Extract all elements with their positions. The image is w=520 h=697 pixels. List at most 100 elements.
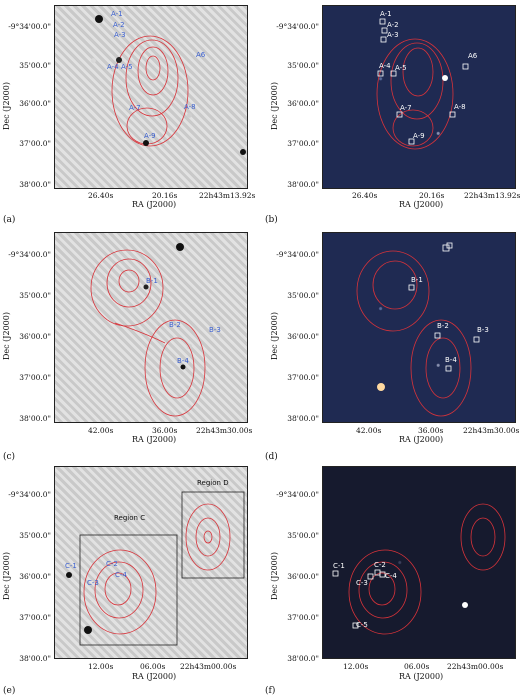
- caption-b: (b): [265, 215, 278, 225]
- x-axis-label: RA (J2000): [132, 672, 177, 681]
- x-tick: 06.00s: [140, 662, 166, 671]
- contours-b: [376, 38, 454, 150]
- label-A6: A6: [468, 52, 478, 60]
- x-tick: 06.00s: [404, 662, 430, 671]
- label-A-1: A-1: [380, 10, 392, 18]
- y-tick: 38'00.0": [287, 654, 319, 663]
- y-tick: -9°34'00.0": [8, 490, 51, 499]
- overlay-f: C-1 C-2 C-3 C-4 C-5: [332, 503, 506, 635]
- y-tick: 37'00.0": [287, 373, 319, 382]
- y-tick: 37'00.0": [19, 613, 51, 622]
- source-blob: [95, 15, 103, 23]
- y-tick: 37'00.0": [287, 139, 319, 148]
- label-B-3: B-3: [477, 326, 489, 334]
- y-tick: 35'00.0": [287, 61, 319, 70]
- overlay-e: Region C Region D C-1 C-2 C-3 C-4: [65, 479, 245, 646]
- label-B-2: B-2: [437, 322, 449, 330]
- label-A6: A6: [196, 51, 206, 59]
- label-A-5: A-5: [395, 64, 407, 72]
- y-tick: -9°34'00.0": [276, 490, 319, 499]
- x-tick: 22h43m30.00s: [463, 426, 520, 435]
- label-A-8: A-8: [184, 103, 196, 111]
- caption-d: (d): [265, 452, 278, 462]
- y-axis-label: Dec (J2000): [2, 552, 11, 600]
- y-tick: -9°34'00.0": [8, 22, 51, 31]
- label-C-4: C-4: [385, 572, 397, 580]
- caption-c: (c): [3, 452, 16, 462]
- label-A-7: A-7: [129, 104, 141, 112]
- label-A-3: A-3: [114, 31, 126, 39]
- y-axis-label: Dec (J2000): [270, 82, 279, 130]
- bright-star: [442, 75, 448, 81]
- source-blob: [84, 626, 92, 634]
- y-tick: 35'00.0": [19, 61, 51, 70]
- overlay-b: A-1 A-2 A-3 A-4 A-5 A6 A-7 A-8 A-9: [376, 10, 478, 150]
- label-B-2: B-2: [169, 321, 181, 329]
- label-A-4: A-4: [107, 63, 119, 71]
- y-tick: 38'00.0": [287, 180, 319, 189]
- y-tick: 36'00.0": [19, 332, 51, 341]
- label-C-3: C-3: [87, 579, 99, 587]
- y-axis-label: Dec (J2000): [2, 312, 11, 360]
- y-tick: 35'00.0": [19, 531, 51, 540]
- x-tick: 22h43m00.00s: [180, 662, 237, 671]
- caption-f: (f): [265, 686, 276, 696]
- x-tick: 12.00s: [343, 662, 369, 671]
- image-frame-b: A-1 A-2 A-3 A-4 A-5 A6 A-7 A-8 A-9: [322, 5, 516, 189]
- label-A-8: A-8: [454, 103, 466, 111]
- y-axis-label: Dec (J2000): [270, 552, 279, 600]
- y-tick: 38'00.0": [287, 414, 319, 423]
- label-C-1: C-1: [333, 562, 345, 570]
- y-tick: 36'00.0": [19, 99, 51, 108]
- caption-a: (a): [3, 215, 16, 225]
- image-frame-d: B-1 B-2 B-3 B-4: [322, 232, 516, 423]
- image-frame-e: Region C Region D C-1 C-2 C-3 C-4: [54, 466, 248, 659]
- image-frame-a: A-1 A-2 A-3 A-4 A-5 A6 A-7 A-8 A-9: [54, 5, 248, 189]
- y-tick: 38'00.0": [19, 414, 51, 423]
- y-tick: 37'00.0": [287, 613, 319, 622]
- source-blob: [116, 57, 122, 63]
- x-tick: 42.00s: [88, 426, 114, 435]
- x-tick: 20.16s: [419, 191, 445, 200]
- label-B-1: B-1: [146, 277, 158, 285]
- x-axis-label: RA (J2000): [132, 435, 177, 444]
- x-tick: 26.40s: [88, 191, 114, 200]
- y-tick: -9°34'00.0": [276, 22, 319, 31]
- y-tick: 37'00.0": [19, 373, 51, 382]
- label-A-4: A-4: [379, 62, 391, 70]
- label-A-2: A-2: [387, 21, 399, 29]
- y-tick: 36'00.0": [287, 332, 319, 341]
- source-blob: [143, 284, 149, 290]
- x-tick: 22h43m30.00s: [196, 426, 253, 435]
- label-C-1: C-1: [65, 562, 77, 570]
- image-frame-f: C-1 C-2 C-3 C-4 C-5: [322, 466, 516, 659]
- label-A-9: A-9: [144, 132, 156, 140]
- region-d-label: Region D: [197, 479, 229, 487]
- x-tick: 36.00s: [418, 426, 444, 435]
- x-tick: 22h43m00.00s: [447, 662, 504, 671]
- x-axis-label: RA (J2000): [132, 200, 177, 209]
- y-tick: -9°34'00.0": [276, 250, 319, 259]
- x-tick: 22h43m13.92s: [464, 191, 520, 200]
- label-A-2: A-2: [113, 21, 125, 29]
- label-C-3: C-3: [356, 579, 368, 587]
- region-c-label: Region C: [114, 514, 145, 522]
- y-tick: 36'00.0": [19, 572, 51, 581]
- x-tick: 42.00s: [356, 426, 382, 435]
- label-C-2: C-2: [374, 561, 386, 569]
- region-d-box: [181, 491, 245, 579]
- label-C-5: C-5: [356, 621, 368, 629]
- contours-e: [83, 503, 231, 635]
- source-blob: [180, 364, 186, 370]
- label-A-3: A-3: [387, 31, 399, 39]
- x-tick: 26.40s: [352, 191, 378, 200]
- y-tick: 36'00.0": [287, 99, 319, 108]
- image-frame-c: B-1 B-2 B-3 B-4: [54, 232, 248, 423]
- label-A-5: A-5: [121, 63, 133, 71]
- label-A-1: A-1: [111, 10, 123, 18]
- x-tick: 12.00s: [88, 662, 114, 671]
- region-c-box: [79, 534, 178, 646]
- y-tick: 35'00.0": [287, 291, 319, 300]
- label-B-3: B-3: [209, 326, 221, 334]
- x-tick: 22h43m13.92s: [199, 191, 256, 200]
